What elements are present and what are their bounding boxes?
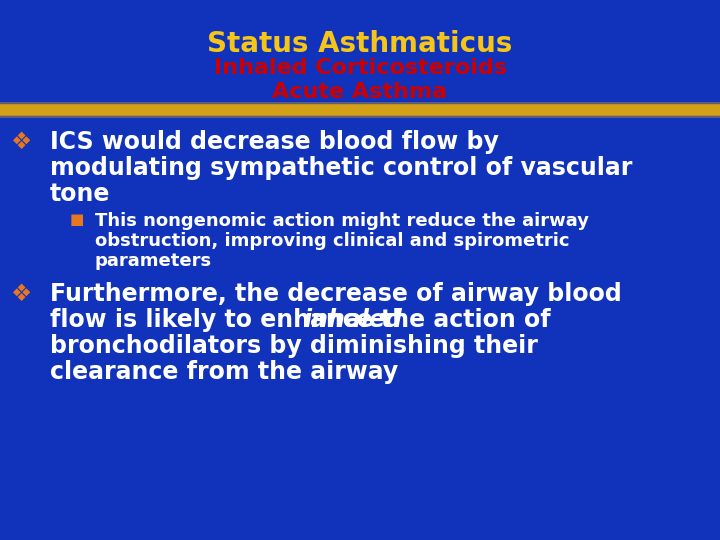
Text: tone: tone: [50, 182, 110, 206]
Text: parameters: parameters: [95, 252, 212, 270]
Text: ❖: ❖: [10, 130, 31, 154]
Bar: [0, 104, 720, 114]
Text: Inhaled Corticosteroids: Inhaled Corticosteroids: [214, 58, 506, 78]
Text: ICS would decrease blood flow by: ICS would decrease blood flow by: [50, 130, 499, 154]
Text: bronchodilators by diminishing their: bronchodilators by diminishing their: [50, 334, 538, 358]
Bar: [0, 106, 720, 116]
Text: ❖: ❖: [10, 282, 31, 306]
Bar: [0, 102, 720, 112]
Text: inhaled: inhaled: [303, 308, 402, 332]
Text: obstruction, improving clinical and spirometric: obstruction, improving clinical and spir…: [95, 232, 570, 250]
Text: This nongenomic action might reduce the airway: This nongenomic action might reduce the …: [95, 212, 589, 230]
Text: Furthermore, the decrease of airway blood: Furthermore, the decrease of airway bloo…: [50, 282, 622, 306]
Text: Status Asthmaticus: Status Asthmaticus: [207, 30, 513, 58]
Text: ■: ■: [70, 212, 84, 227]
Text: modulating sympathetic control of vascular: modulating sympathetic control of vascul…: [50, 156, 632, 180]
Text: flow is likely to enhance the action of: flow is likely to enhance the action of: [50, 308, 559, 332]
Text: clearance from the airway: clearance from the airway: [50, 360, 398, 384]
Bar: [0, 108, 720, 118]
Text: Acute Asthma: Acute Asthma: [272, 82, 448, 102]
Bar: [0, 105, 720, 115]
